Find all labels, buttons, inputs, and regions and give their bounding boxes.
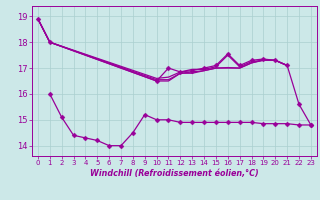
X-axis label: Windchill (Refroidissement éolien,°C): Windchill (Refroidissement éolien,°C) (90, 169, 259, 178)
